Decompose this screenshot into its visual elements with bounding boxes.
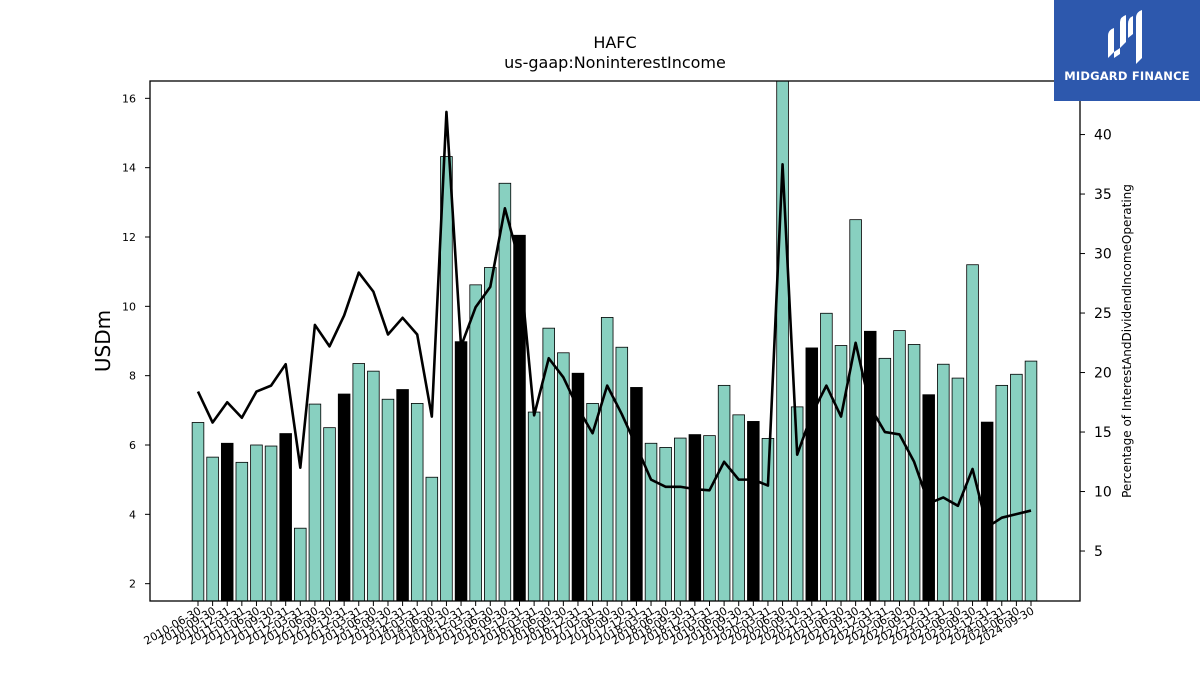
bar [834,345,848,602]
bar [659,447,672,602]
bar [425,476,439,602]
bar [484,267,497,602]
bar [674,437,687,602]
bar [206,456,219,602]
bar [191,422,205,602]
bar [469,284,482,602]
y2-tick-label: 30 [1094,247,1112,263]
bar [951,377,965,602]
brand-name: MIDGARD FINANCE [1064,69,1190,83]
bar [688,434,702,602]
bar [644,442,658,602]
y2-tick-label: 10 [1094,485,1112,501]
bar [220,442,234,602]
bar [279,433,292,602]
bar [1010,373,1023,602]
bar [805,347,819,602]
brand-logo: MIDGARD FINANCE [1054,0,1200,101]
bar [600,317,614,602]
bar [820,312,833,602]
bar [937,363,950,602]
bar [308,403,322,602]
y-axis-label: USDm [91,310,115,372]
bar [995,384,1009,602]
bar [367,370,380,602]
bar [776,80,789,602]
bar [878,357,892,602]
bar [557,352,570,602]
bar [381,398,395,602]
y2-tick-label: 20 [1094,366,1112,382]
bar [864,330,877,602]
bar [337,393,351,602]
bar [747,421,760,602]
bar [703,435,716,602]
bar [849,219,862,602]
y-tick-label: 14 [122,162,136,175]
bar [630,387,643,602]
bar [527,411,541,602]
bar [893,330,906,602]
bar [615,346,629,602]
bar [922,394,935,602]
y2-tick-label: 15 [1094,425,1112,441]
chart-title: HAFC [593,33,636,52]
chart-subtitle: us-gaap:NoninterestIncome [504,53,726,72]
y-tick-label: 4 [129,508,136,521]
bar [264,445,278,602]
y-tick-label: 6 [129,439,136,452]
bar [410,402,424,602]
bar [323,427,336,602]
bar [235,461,249,602]
y-tick-label: 16 [122,92,136,105]
y2-tick-label: 35 [1094,187,1112,203]
plot-area: 2468101214165101520253035402010-06-30201… [122,80,1112,648]
bar [352,363,366,602]
y2-axis-label: Percentage of InterestAndDividendIncomeO… [1120,184,1134,498]
y2-tick-label: 25 [1094,306,1112,322]
bar [498,182,512,602]
bar [966,264,979,602]
bar [454,341,468,602]
bar [717,384,731,602]
series-line [196,110,1032,529]
y2-tick-label: 40 [1094,128,1112,144]
y-tick-label: 12 [122,231,136,244]
y-tick-label: 2 [129,578,136,591]
y2-tick-label: 5 [1094,544,1103,560]
bar [732,414,745,602]
bar [294,527,307,602]
y-tick-label: 10 [122,300,136,313]
bar [250,444,263,602]
bar [396,389,409,602]
midgard-logo-icon [1108,10,1142,64]
plot-frame [149,80,1081,602]
y-tick-label: 8 [129,370,136,383]
bar [513,234,526,602]
bar [1024,360,1038,602]
